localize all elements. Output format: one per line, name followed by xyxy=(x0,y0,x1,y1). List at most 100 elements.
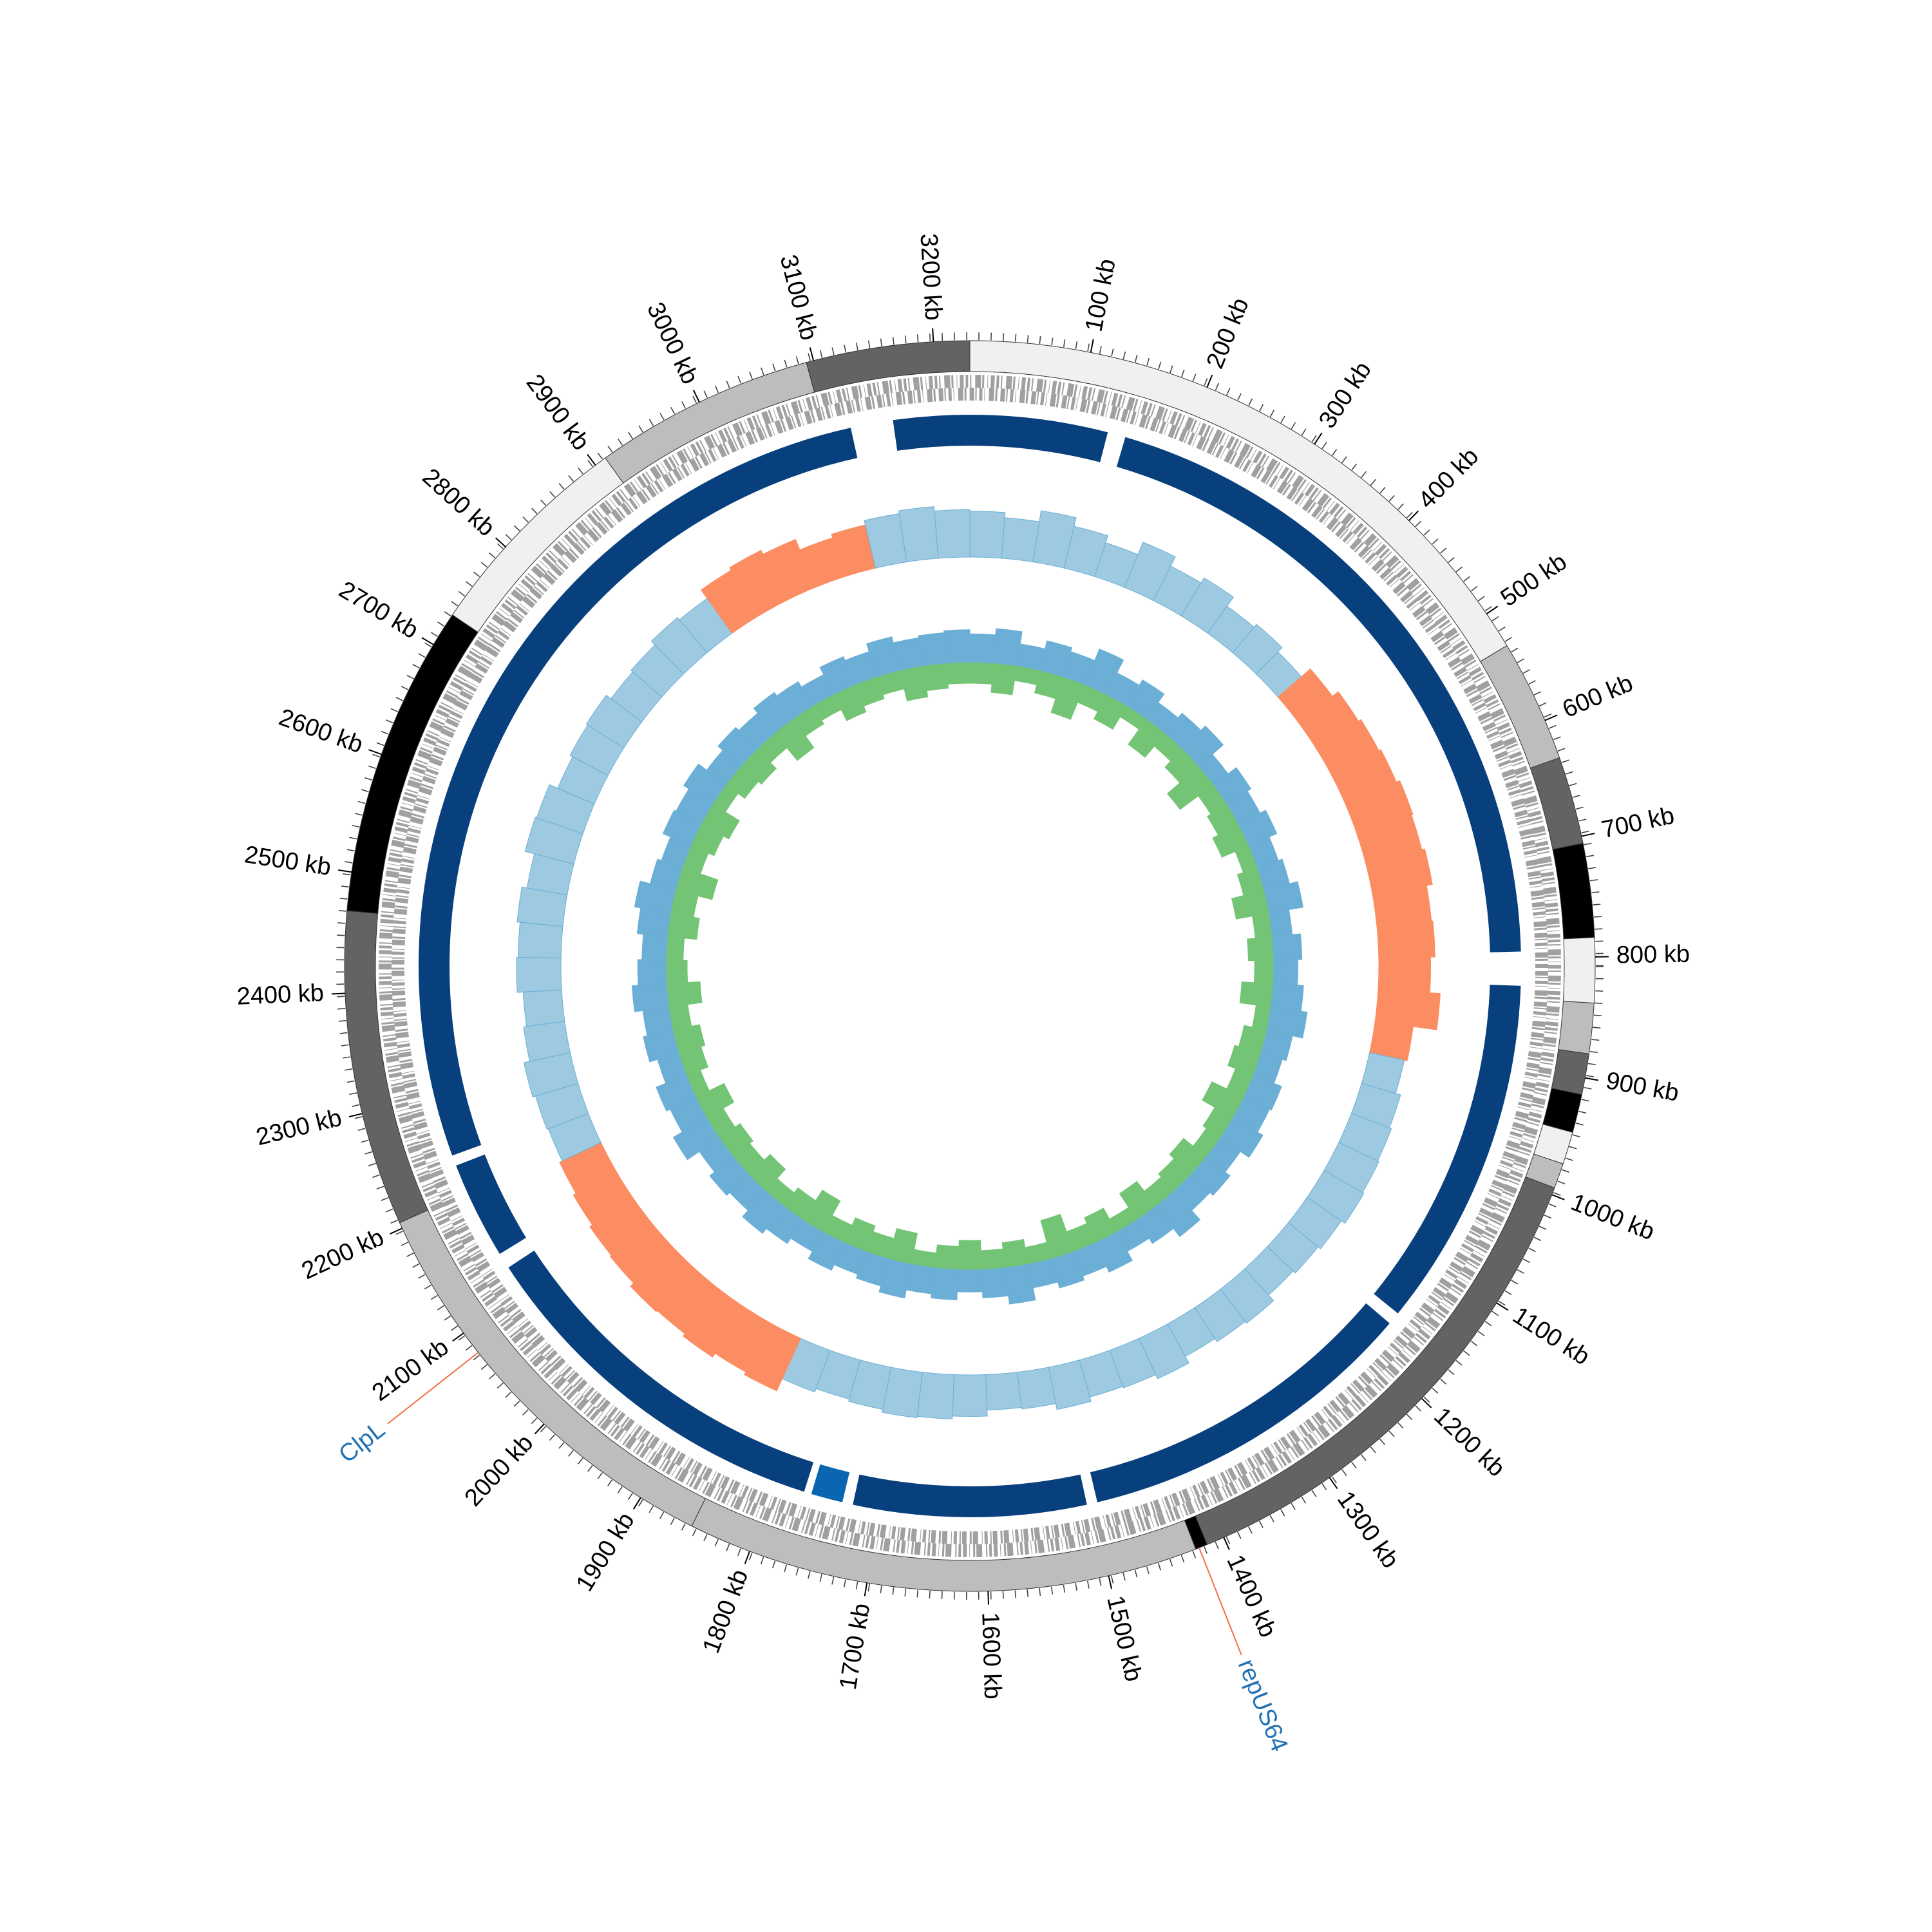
histogram-bar xyxy=(1376,920,1435,959)
tick-mark xyxy=(338,869,352,873)
tick-label: 1200 kb xyxy=(1428,1403,1510,1482)
tick-mark xyxy=(495,537,506,548)
skew-bar xyxy=(1239,981,1273,1008)
skew-bar xyxy=(844,1217,876,1252)
skew-bar xyxy=(1231,889,1269,920)
tick-label: 3200 kb xyxy=(915,232,947,321)
tick-label: 900 kb xyxy=(1604,1067,1681,1107)
skew-bar xyxy=(1270,983,1304,1012)
tick-mark xyxy=(987,1591,989,1605)
tick-mark xyxy=(1421,1397,1432,1408)
skew-bar xyxy=(969,633,996,664)
skew-bar xyxy=(748,1153,786,1191)
tick-label: 1600 kb xyxy=(976,1612,1006,1700)
skew-bar xyxy=(943,629,971,664)
gene-track-forward xyxy=(379,375,1561,1557)
histogram-bar xyxy=(522,989,565,1027)
tick-label: 3000 kb xyxy=(641,298,703,388)
skew-bar xyxy=(1272,959,1298,986)
tick-label: 2800 kb xyxy=(417,464,500,542)
skew-bar xyxy=(833,685,867,721)
tick-mark xyxy=(390,1227,402,1235)
annotation-label: ClpL xyxy=(334,1416,390,1468)
contig xyxy=(1552,842,1595,940)
histogram-bar xyxy=(1378,956,1432,994)
tick-label: 1800 kb xyxy=(697,1566,753,1657)
tick-label: 2200 kb xyxy=(298,1224,388,1285)
histogram-bar xyxy=(517,922,564,959)
tick-label: 2600 kb xyxy=(276,704,366,759)
tick-mark xyxy=(1108,1575,1113,1589)
skew-bar xyxy=(1040,1213,1074,1259)
tick-mark xyxy=(1585,1077,1599,1081)
tick-mark xyxy=(1314,432,1323,445)
block xyxy=(1116,437,1521,952)
tick-mark xyxy=(452,1332,464,1342)
skew-bar xyxy=(1050,676,1085,720)
block xyxy=(1374,985,1521,1314)
skew-bar xyxy=(945,662,971,685)
skew-bar xyxy=(1166,766,1214,810)
tick-mark xyxy=(1408,510,1419,522)
tick-label: 2500 kb xyxy=(243,841,333,881)
skew-bar xyxy=(1253,960,1274,984)
tick-label: 2900 kb xyxy=(521,370,595,455)
skew-bar xyxy=(668,1004,692,1031)
tick-label: 1300 kb xyxy=(1332,1486,1404,1573)
tick-mark xyxy=(534,1423,545,1435)
skew-bar xyxy=(719,1122,753,1157)
skew-bar xyxy=(1084,1208,1117,1243)
contig xyxy=(451,457,624,633)
contig xyxy=(1562,937,1596,1004)
tick-mark xyxy=(1329,1477,1338,1490)
skew-bar xyxy=(1268,909,1293,937)
annotation-line xyxy=(387,1352,478,1425)
skew-bar xyxy=(637,959,668,986)
skew-bar xyxy=(1001,1238,1029,1268)
skew-bar xyxy=(931,1267,959,1301)
skew-bar xyxy=(956,1269,983,1293)
histogram-bar xyxy=(969,511,1006,559)
skew-bar xyxy=(918,632,947,667)
skew-bar xyxy=(1202,1081,1244,1119)
histogram-bar xyxy=(516,956,562,993)
tick-mark xyxy=(1496,1302,1509,1311)
block xyxy=(811,1464,850,1502)
skew-bar xyxy=(666,960,688,984)
skew-bar xyxy=(793,706,824,737)
tick-label: 1000 kb xyxy=(1567,1189,1658,1246)
tick-label: 1100 kb xyxy=(1508,1302,1595,1371)
skew-bar xyxy=(741,749,777,785)
tick-label: 300 kb xyxy=(1314,357,1377,433)
skew-bar xyxy=(1119,1180,1157,1220)
skew-bar xyxy=(802,1189,841,1233)
tick-label: 2300 kb xyxy=(254,1104,345,1151)
skew-bar xyxy=(667,981,703,1008)
tick-mark xyxy=(1486,605,1499,615)
annotation-line xyxy=(1198,1548,1242,1656)
skew-bar xyxy=(1212,824,1249,858)
block xyxy=(1090,1303,1390,1502)
tick-mark xyxy=(744,1551,750,1564)
tick-label: 600 kb xyxy=(1558,670,1636,723)
skew-bar xyxy=(666,936,685,961)
tick-mark xyxy=(1206,374,1213,388)
tick-mark xyxy=(864,1582,868,1596)
tick-label: 1700 kb xyxy=(835,1602,876,1692)
skew-bar xyxy=(969,662,994,685)
skew-bar xyxy=(701,804,740,840)
gene-track-reverse xyxy=(392,388,1548,1544)
tick-label: 400 kb xyxy=(1413,443,1484,515)
tick-mark xyxy=(331,992,345,995)
skew-bar xyxy=(980,1248,1006,1270)
contig xyxy=(1551,1049,1589,1095)
tick-mark xyxy=(1581,833,1595,837)
block xyxy=(418,428,858,1156)
tick-label: 500 kb xyxy=(1496,548,1572,612)
skew-bar xyxy=(774,719,815,761)
skew-bar xyxy=(1202,1106,1233,1139)
skew-bar xyxy=(934,1244,960,1270)
histogram-bar xyxy=(985,1372,1022,1411)
block xyxy=(508,1250,814,1492)
skew-bar xyxy=(641,934,668,961)
